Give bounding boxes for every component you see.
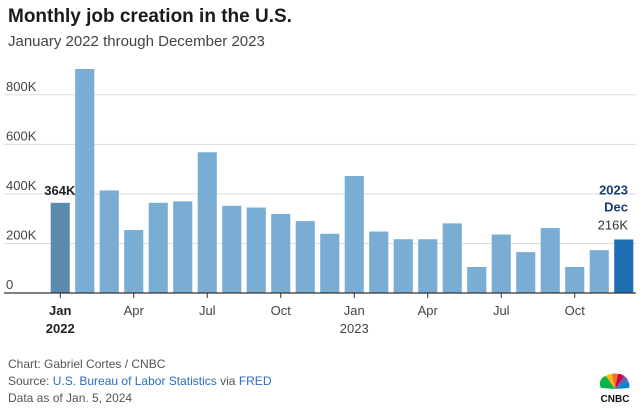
source-mid: via <box>216 374 239 388</box>
chart-title: Monthly job creation in the U.S. <box>8 6 292 27</box>
data-date-note: Data as of Jan. 5, 2024 <box>8 391 133 405</box>
annotation-last-value: 216K <box>598 217 629 232</box>
bar <box>516 252 536 293</box>
bar <box>589 250 609 293</box>
annotation-first-value: 364K <box>44 183 76 198</box>
bar <box>467 266 487 293</box>
bar <box>148 202 168 293</box>
x-year-label: 2022 <box>46 321 75 336</box>
chart-credit: Chart: Gabriel Cortes / CNBC <box>8 357 166 371</box>
x-tick-label: Jul <box>493 303 510 318</box>
bar <box>418 239 438 293</box>
bar <box>614 239 634 293</box>
y-tick-label: 200K <box>6 227 37 242</box>
x-tick-label: Jan <box>49 303 71 318</box>
bar <box>442 223 462 293</box>
x-tick-label: Apr <box>418 303 439 318</box>
x-tick-label: Apr <box>124 303 145 318</box>
bar <box>75 69 95 294</box>
bar <box>222 205 242 293</box>
cnbc-logo-text: CNBC <box>601 394 630 405</box>
bar <box>271 213 291 293</box>
bar <box>99 190 119 293</box>
bar <box>246 207 266 293</box>
bar <box>369 231 389 293</box>
y-tick-label: 400K <box>6 178 37 193</box>
bar <box>295 221 315 293</box>
bar <box>197 152 217 293</box>
bar <box>393 239 413 293</box>
bar <box>344 176 364 293</box>
job-creation-chart: 0 200K 400K 600K 800K Jan Apr Jul Oct Jan Apr Jul Oc… <box>4 69 636 336</box>
source-prefix: Source: <box>8 374 53 388</box>
x-tick-label: Oct <box>271 303 292 318</box>
source-link-fred[interactable]: FRED <box>238 374 272 388</box>
y-tick-label: 0 <box>6 277 13 292</box>
bar <box>50 202 70 293</box>
chart-source: Source: U.S. Bureau of Labor Statistics … <box>8 374 271 388</box>
bar <box>540 228 560 293</box>
cnbc-logo: CNBC <box>599 373 630 405</box>
x-year-label: 2023 <box>340 321 369 336</box>
bar <box>491 234 511 293</box>
annotation-last-year: 2023 <box>599 182 628 197</box>
y-tick-label: 600K <box>6 128 37 143</box>
chart-subtitle: January 2022 through December 2023 <box>8 33 265 50</box>
bar <box>124 230 144 293</box>
peacock-icon <box>599 373 630 389</box>
bar <box>173 201 193 293</box>
y-tick-label: 800K <box>6 79 37 94</box>
bar <box>320 233 340 293</box>
source-link-bls[interactable]: U.S. Bureau of Labor Statistics <box>52 374 217 388</box>
x-tick-label: Oct <box>565 303 586 318</box>
annotation-last-month: Dec <box>604 199 628 214</box>
bar <box>565 266 585 293</box>
x-tick-label: Jan <box>344 303 365 318</box>
x-tick-label: Jul <box>199 303 216 318</box>
